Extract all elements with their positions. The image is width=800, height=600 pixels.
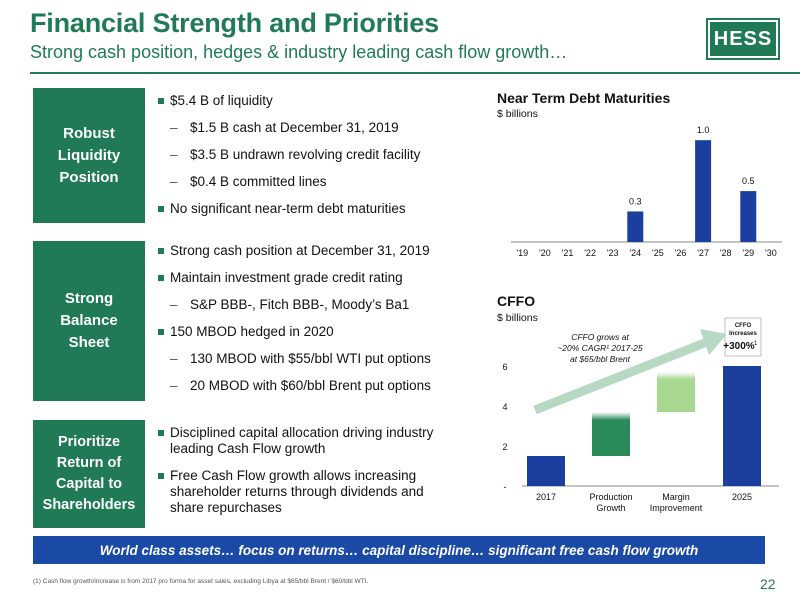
sub-bullet-item: S&P BBB-, Fitch BBB-, Moody’s Ba1 bbox=[158, 297, 488, 313]
debt-tick-label-3: '22 bbox=[584, 248, 596, 258]
cffo-category-label-0: 2017 bbox=[536, 492, 556, 502]
section-label-line: Sheet bbox=[68, 334, 110, 351]
debt-tick-label-4: '23 bbox=[607, 248, 619, 258]
debt-chart-title: Near Term Debt Maturities bbox=[497, 90, 671, 106]
section-label-line: Liquidity bbox=[57, 146, 121, 164]
debt-bar-8 bbox=[695, 140, 712, 242]
debt-tick-label-7: '26 bbox=[675, 248, 687, 258]
cffo-callout-sup: 1 bbox=[754, 341, 758, 347]
debt-tick-label-2: '21 bbox=[562, 248, 574, 258]
section-label-line: Position bbox=[59, 168, 119, 186]
sub-bullet-item: $3.5 B undrawn revolving credit facility bbox=[158, 147, 478, 163]
debt-tick-label-0: '19 bbox=[516, 248, 528, 258]
section-label-capital-return: Prioritize Return of Capital to Sharehol… bbox=[33, 420, 145, 528]
cffo-category-label-3: 2025 bbox=[732, 492, 752, 502]
cffo-ytick-2: 4 bbox=[502, 402, 507, 412]
debt-data-label-10: 0.5 bbox=[742, 176, 755, 186]
hess-logo: HESS bbox=[706, 18, 780, 60]
title-divider bbox=[30, 72, 800, 74]
bullet-item: No significant near-term debt maturities bbox=[158, 201, 478, 217]
section-label-balance-sheet: Strong Balance Sheet bbox=[33, 241, 145, 401]
sub-bullet-item: $1.5 B cash at December 31, 2019 bbox=[158, 120, 478, 136]
cffo-callout-value: +300% bbox=[723, 341, 755, 352]
cffo-category-label-1: Production bbox=[589, 492, 632, 502]
bullet-item: Disciplined capital allocation driving i… bbox=[158, 425, 458, 457]
page-subtitle: Strong cash position, hedges & industry … bbox=[30, 42, 568, 62]
cffo-category-label-2: Improvement bbox=[650, 503, 703, 513]
cffo-ytick-1: 2 bbox=[502, 442, 507, 452]
cffo-ytick-0: - bbox=[504, 482, 507, 492]
debt-maturities-chart: '19 '20 '21 '22 '23 0.3 '24 '25 '26 1.0 '27 '28 0.5 '… bbox=[511, 125, 783, 258]
bullet-item: 150 MBOD hedged in 2020 bbox=[158, 324, 488, 340]
bullet-item: Strong cash position at December 31, 201… bbox=[158, 243, 488, 259]
cffo-category-label-2: Margin bbox=[662, 492, 690, 502]
debt-data-label-8: 1.0 bbox=[697, 125, 710, 135]
page-title: Financial Strength and Priorities bbox=[30, 8, 439, 38]
debt-tick-label-8: '27 bbox=[697, 248, 709, 258]
cffo-bar-0 bbox=[527, 456, 565, 486]
cffo-bar-3 bbox=[723, 366, 761, 486]
capital-return-bullets: Disciplined capital allocation driving i… bbox=[158, 425, 458, 527]
debt-tick-label-11: '30 bbox=[765, 248, 777, 258]
cffo-callout-line2: Increases bbox=[729, 331, 757, 337]
cffo-bar-2 bbox=[657, 372, 695, 412]
balance-sheet-bullets: Strong cash position at December 31, 201… bbox=[158, 243, 488, 405]
section-label-line: Balance bbox=[60, 312, 118, 329]
cffo-bar-1 bbox=[592, 412, 630, 456]
debt-chart-unit: $ billions bbox=[497, 108, 538, 120]
debt-bar-10 bbox=[740, 191, 757, 242]
sub-bullet-item: $0.4 B committed lines bbox=[158, 174, 478, 190]
cffo-category-label-1: Growth bbox=[596, 503, 625, 513]
sub-bullet-item: 130 MBOD with $55/bbl WTI put options bbox=[158, 351, 488, 367]
growth-arrow-head-icon bbox=[700, 329, 727, 355]
bullet-item: Free Cash Flow growth allows increasing … bbox=[158, 468, 458, 516]
bullet-item: $5.4 B of liquidity bbox=[158, 93, 478, 109]
page-number: 22 bbox=[760, 576, 776, 592]
section-label-line: Robust bbox=[63, 124, 115, 142]
section-label-line: Return of bbox=[56, 455, 122, 471]
bottom-banner: World class assets… focus on returns… ca… bbox=[33, 536, 765, 564]
debt-tick-label-6: '25 bbox=[652, 248, 664, 258]
liquidity-bullets: $5.4 B of liquidity $1.5 B cash at Decem… bbox=[158, 93, 478, 228]
debt-data-label-5: 0.3 bbox=[629, 196, 642, 206]
cffo-annotation-line-2: at $65/bbl Brent bbox=[570, 354, 631, 364]
cffo-callout-line1: CFFO bbox=[735, 323, 752, 329]
section-label-line: Strong bbox=[64, 290, 114, 307]
footnote: (1) Cash flow growth/increase is from 20… bbox=[33, 578, 369, 585]
debt-tick-label-1: '20 bbox=[539, 248, 551, 258]
growth-arrow bbox=[533, 337, 709, 415]
section-label-line: Capital to bbox=[55, 476, 123, 492]
cffo-chart-unit: $ billions bbox=[497, 312, 538, 324]
debt-bar-5 bbox=[627, 211, 644, 242]
bullet-item: Maintain investment grade credit rating bbox=[158, 270, 488, 286]
section-label-line: Shareholders bbox=[42, 497, 136, 513]
hess-logo-text: HESS bbox=[710, 22, 776, 56]
cffo-annotation-line-0: CFFO grows at bbox=[571, 332, 629, 342]
section-label-liquidity: Robust Liquidity Position bbox=[33, 88, 145, 223]
section-label-line: Prioritize bbox=[57, 434, 121, 450]
cffo-annotation-line-1: ~20% CAGR¹ 2017-25 bbox=[557, 343, 643, 353]
cffo-ytick-3: 6 bbox=[502, 362, 507, 372]
cffo-callout-box bbox=[724, 317, 762, 357]
cffo-chart-title: CFFO bbox=[497, 293, 536, 309]
debt-tick-label-5: '24 bbox=[629, 248, 641, 258]
sub-bullet-item: 20 MBOD with $60/bbl Brent put options bbox=[158, 378, 488, 394]
debt-tick-label-9: '28 bbox=[720, 248, 732, 258]
debt-tick-label-10: '29 bbox=[742, 248, 754, 258]
